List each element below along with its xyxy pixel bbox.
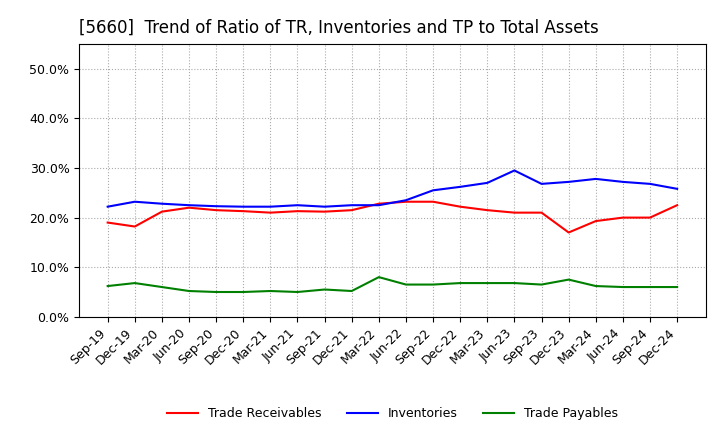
Trade Payables <box>130 280 139 286</box>
Trade Payables <box>510 280 518 286</box>
Inventories <box>456 184 464 190</box>
Trade Receivables <box>456 204 464 209</box>
Trade Payables <box>239 290 248 295</box>
Legend: Trade Receivables, Inventories, Trade Payables: Trade Receivables, Inventories, Trade Pa… <box>162 402 623 425</box>
Trade Receivables <box>293 209 302 214</box>
Trade Receivables <box>266 210 275 215</box>
Trade Receivables <box>646 215 654 220</box>
Inventories <box>130 199 139 204</box>
Line: Trade Receivables: Trade Receivables <box>108 202 677 232</box>
Trade Receivables <box>104 220 112 225</box>
Trade Payables <box>374 275 383 280</box>
Inventories <box>239 204 248 209</box>
Trade Payables <box>591 283 600 289</box>
Trade Payables <box>428 282 437 287</box>
Trade Receivables <box>185 205 194 210</box>
Trade Receivables <box>672 202 681 208</box>
Inventories <box>402 198 410 203</box>
Inventories <box>646 181 654 187</box>
Trade Payables <box>483 280 492 286</box>
Trade Payables <box>212 290 220 295</box>
Trade Receivables <box>130 224 139 229</box>
Trade Payables <box>537 282 546 287</box>
Trade Payables <box>320 287 329 292</box>
Inventories <box>591 176 600 182</box>
Inventories <box>564 179 573 184</box>
Inventories <box>483 180 492 186</box>
Trade Receivables <box>158 209 166 214</box>
Inventories <box>672 186 681 191</box>
Trade Payables <box>293 290 302 295</box>
Trade Receivables <box>428 199 437 204</box>
Trade Payables <box>564 277 573 282</box>
Trade Receivables <box>348 208 356 213</box>
Inventories <box>212 204 220 209</box>
Trade Payables <box>348 288 356 293</box>
Inventories <box>510 168 518 173</box>
Trade Receivables <box>374 201 383 206</box>
Trade Payables <box>158 284 166 290</box>
Inventories <box>320 204 329 209</box>
Trade Payables <box>185 288 194 293</box>
Inventories <box>618 179 627 184</box>
Trade Receivables <box>618 215 627 220</box>
Trade Receivables <box>320 209 329 214</box>
Inventories <box>158 201 166 206</box>
Trade Receivables <box>591 218 600 224</box>
Inventories <box>104 204 112 209</box>
Trade Receivables <box>239 209 248 214</box>
Inventories <box>348 202 356 208</box>
Trade Receivables <box>510 210 518 215</box>
Trade Payables <box>456 280 464 286</box>
Text: [5660]  Trend of Ratio of TR, Inventories and TP to Total Assets: [5660] Trend of Ratio of TR, Inventories… <box>79 19 599 37</box>
Trade Payables <box>402 282 410 287</box>
Trade Payables <box>618 284 627 290</box>
Inventories <box>266 204 275 209</box>
Inventories <box>185 202 194 208</box>
Trade Payables <box>672 284 681 290</box>
Inventories <box>374 202 383 208</box>
Line: Trade Payables: Trade Payables <box>108 277 677 292</box>
Inventories <box>537 181 546 187</box>
Trade Receivables <box>212 208 220 213</box>
Trade Receivables <box>402 199 410 204</box>
Trade Payables <box>266 288 275 293</box>
Trade Payables <box>646 284 654 290</box>
Trade Receivables <box>483 208 492 213</box>
Trade Receivables <box>564 230 573 235</box>
Inventories <box>428 188 437 193</box>
Line: Inventories: Inventories <box>108 170 677 207</box>
Trade Receivables <box>537 210 546 215</box>
Inventories <box>293 202 302 208</box>
Trade Payables <box>104 283 112 289</box>
